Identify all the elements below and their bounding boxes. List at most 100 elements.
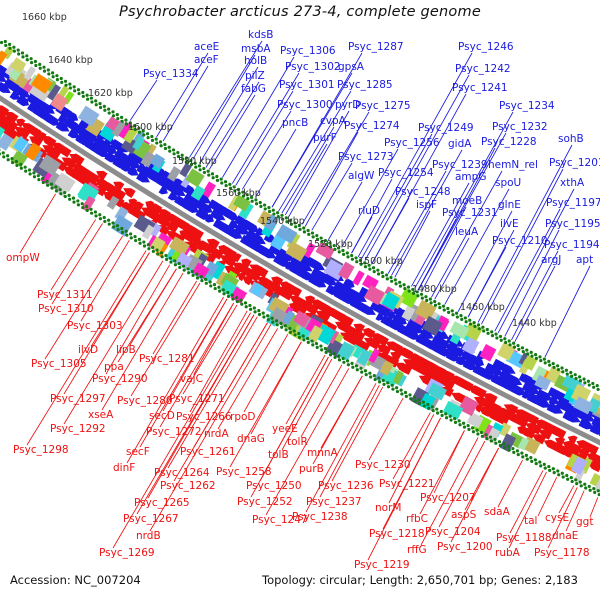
gene-arrow[interactable] (27, 102, 42, 115)
gene-label-reverse[interactable]: Psyc_1221 (379, 478, 435, 490)
gene-label-forward[interactable]: Psyc_1274 (344, 120, 400, 132)
gene-box[interactable] (192, 262, 210, 279)
gene-arrow[interactable] (313, 299, 326, 311)
gene-arrow[interactable] (399, 309, 411, 321)
gene-arrow[interactable] (410, 361, 426, 375)
gene-arrow[interactable] (575, 438, 590, 451)
gene-arrow[interactable] (255, 227, 266, 238)
gene-label-forward[interactable]: Psyc_1334 (143, 68, 199, 80)
gene-arrow[interactable] (492, 358, 506, 371)
gene-label-reverse[interactable]: rffG (407, 544, 427, 556)
gene-arrow[interactable] (461, 350, 476, 363)
gene-label-forward[interactable]: moeB (452, 195, 483, 207)
gene-arrow[interactable] (247, 261, 264, 275)
gene-box[interactable] (322, 326, 340, 344)
gene-arrow[interactable] (129, 198, 144, 212)
gene-box[interactable] (518, 352, 530, 366)
gene-box[interactable] (518, 359, 532, 375)
gene-arrow[interactable] (290, 264, 305, 277)
gene-arrow[interactable] (99, 179, 117, 195)
gene-arrow[interactable] (259, 246, 272, 258)
gene-box[interactable] (380, 286, 395, 304)
gene-arrow[interactable] (362, 334, 380, 349)
gene-arrow[interactable] (196, 192, 214, 207)
gene-label-reverse[interactable]: vajC (180, 373, 203, 385)
gene-arrow[interactable] (119, 200, 130, 211)
gene-box[interactable] (278, 310, 302, 332)
gene-box[interactable] (99, 121, 119, 142)
gene-arrow[interactable] (333, 310, 351, 325)
gene-arrow[interactable] (241, 219, 256, 232)
gene-arrow[interactable] (216, 243, 227, 254)
gene-arrow[interactable] (222, 254, 236, 267)
gene-arrow[interactable] (394, 344, 410, 358)
gene-box[interactable] (363, 285, 386, 306)
gene-arrow[interactable] (164, 227, 182, 243)
gene-arrow[interactable] (325, 284, 341, 298)
gene-arrow[interactable] (93, 128, 108, 142)
gene-arrow[interactable] (160, 170, 176, 184)
gene-arrow[interactable] (201, 250, 217, 264)
gene-arrow[interactable] (19, 97, 29, 108)
gene-arrow[interactable] (478, 367, 492, 380)
gene-label-forward[interactable]: holB (244, 55, 268, 67)
gene-arrow[interactable] (318, 310, 330, 321)
gene-arrow[interactable] (423, 368, 437, 380)
gene-box[interactable] (1, 46, 14, 60)
gene-arrow[interactable] (431, 334, 442, 346)
gene-box[interactable] (300, 320, 323, 342)
gene-box[interactable] (545, 366, 562, 384)
gene-arrow[interactable] (272, 237, 285, 249)
gene-arrow[interactable] (425, 339, 440, 353)
gene-label-forward[interactable]: leuA (455, 226, 479, 238)
gene-arrow[interactable] (488, 410, 501, 422)
gene-arrow[interactable] (399, 325, 410, 337)
gene-arrow[interactable] (328, 270, 344, 283)
gene-arrow[interactable] (438, 346, 451, 358)
gene-arrow[interactable] (146, 161, 164, 177)
gene-arrow[interactable] (172, 233, 185, 245)
gene-arrow[interactable] (342, 285, 360, 301)
gene-arrow[interactable] (435, 336, 448, 349)
gene-arrow[interactable] (240, 273, 254, 286)
gene-arrow[interactable] (409, 322, 426, 337)
gene-arrow[interactable] (250, 279, 265, 293)
gene-arrow[interactable] (508, 412, 523, 425)
gene-arrow[interactable] (276, 248, 290, 260)
gene-arrow[interactable] (472, 364, 488, 377)
gene-arrow[interactable] (37, 100, 51, 113)
gene-arrow[interactable] (341, 293, 359, 307)
gene-arrow[interactable] (517, 417, 528, 428)
gene-box[interactable] (521, 436, 541, 455)
gene-arrow[interactable] (466, 398, 477, 410)
gene-arrow[interactable] (94, 145, 108, 158)
gene-box[interactable] (563, 385, 579, 403)
gene-label-reverse[interactable]: aspS (451, 509, 477, 521)
gene-arrow[interactable] (310, 267, 328, 282)
gene-arrow[interactable] (554, 390, 568, 403)
gene-box[interactable] (190, 185, 206, 201)
gene-arrow[interactable] (219, 244, 233, 258)
gene-arrow[interactable] (376, 296, 393, 311)
gene-arrow[interactable] (576, 401, 592, 415)
scale-tick-label[interactable]: 1480 kbp (412, 284, 457, 295)
gene-arrow[interactable] (111, 195, 125, 208)
gene-arrow[interactable] (100, 180, 112, 192)
gene-arrow[interactable] (287, 246, 303, 260)
gene-box[interactable] (201, 181, 216, 198)
gene-arrow[interactable] (405, 320, 421, 335)
gene-arrow[interactable] (26, 124, 41, 138)
gene-arrow[interactable] (542, 437, 556, 450)
gene-arrow[interactable] (145, 169, 162, 184)
gene-label-reverse[interactable]: Psyc_1204 (425, 526, 481, 538)
gene-arrow[interactable] (465, 360, 479, 374)
gene-arrow[interactable] (287, 301, 300, 312)
gene-arrow[interactable] (68, 151, 80, 163)
gene-arrow[interactable] (477, 404, 490, 416)
gene-arrow[interactable] (93, 136, 110, 152)
gene-arrow[interactable] (117, 143, 129, 155)
gene-arrow[interactable] (377, 343, 390, 355)
gene-box[interactable] (378, 368, 399, 387)
gene-arrow[interactable] (564, 395, 578, 408)
gene-arrow[interactable] (215, 258, 226, 270)
